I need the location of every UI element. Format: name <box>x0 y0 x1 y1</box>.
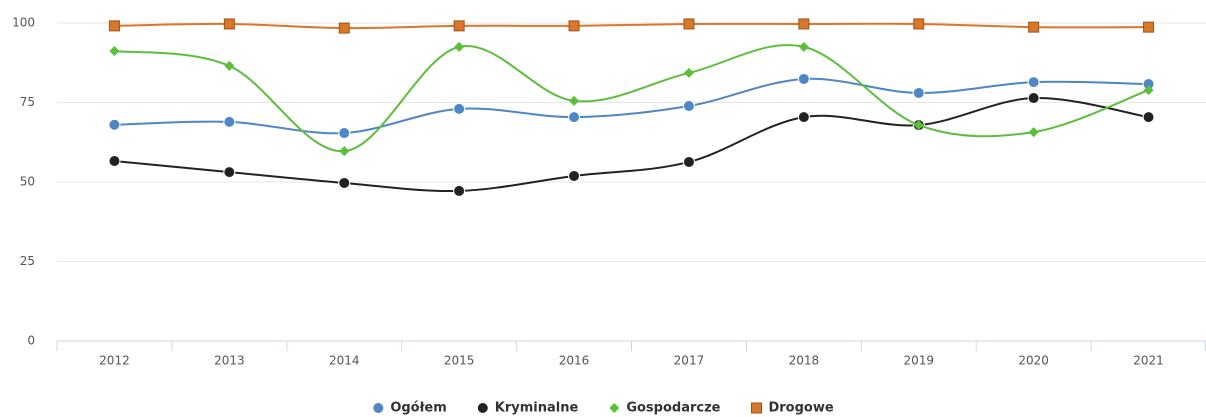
y-tick-label: 100 <box>12 16 35 30</box>
legend-item: Gospodarcze <box>609 401 721 416</box>
point <box>476 402 489 414</box>
legend-label: Gospodarcze <box>626 401 720 416</box>
point <box>372 402 385 414</box>
x-tick-label: 2012 <box>99 354 130 368</box>
point <box>798 41 809 52</box>
y-tick-label: 75 <box>20 95 35 109</box>
series-line <box>114 22 1149 30</box>
point <box>913 18 925 30</box>
y-tick-label: 0 <box>27 334 35 348</box>
point <box>683 67 694 78</box>
x-tick-label: 2017 <box>674 354 705 368</box>
legend: Ogółem Kryminalne Gospodarcze Drogowe <box>372 401 834 416</box>
point <box>108 118 121 131</box>
point <box>1028 127 1039 138</box>
point <box>569 95 580 106</box>
x-tick-label: 2021 <box>1133 354 1164 368</box>
point <box>338 22 350 34</box>
point <box>1028 21 1040 33</box>
series-line <box>114 44 1149 153</box>
y-tick-label: 25 <box>20 254 35 268</box>
point <box>338 176 351 189</box>
point <box>453 184 466 197</box>
x-tick-label: 2019 <box>903 354 934 368</box>
x-tick-label: 2016 <box>559 354 590 368</box>
x-tick-label: 2014 <box>329 354 360 368</box>
point <box>454 41 465 52</box>
point <box>1143 21 1155 33</box>
x-tick-label: 2013 <box>214 354 245 368</box>
point <box>453 20 465 32</box>
point <box>913 120 924 131</box>
point <box>109 45 120 56</box>
point <box>453 102 466 115</box>
x-tick-label: 2020 <box>1018 354 1049 368</box>
point <box>797 111 810 124</box>
point <box>750 402 762 414</box>
series-line <box>114 97 1149 193</box>
point <box>223 18 235 30</box>
point <box>339 146 350 157</box>
point <box>568 111 581 124</box>
legend-item: Kryminalne <box>476 401 579 416</box>
legend-label: Kryminalne <box>495 401 579 416</box>
point <box>108 20 120 32</box>
point <box>568 20 580 32</box>
point <box>224 60 235 71</box>
legend-label: Ogółem <box>390 401 446 416</box>
point <box>1027 92 1040 105</box>
point <box>1027 76 1040 89</box>
point <box>223 166 236 179</box>
point <box>682 155 695 168</box>
point <box>683 18 695 30</box>
legend-label: Drogowe <box>768 401 833 416</box>
point <box>108 155 121 168</box>
point <box>912 86 925 99</box>
legend-item: Ogółem <box>372 401 447 416</box>
point <box>797 72 810 85</box>
series-line <box>114 77 1149 135</box>
point <box>338 127 351 140</box>
legend-item: Drogowe <box>750 401 834 416</box>
point <box>223 115 236 128</box>
point <box>609 403 620 413</box>
point <box>568 169 581 182</box>
x-tick-label: 2015 <box>444 354 475 368</box>
point <box>798 18 810 30</box>
point <box>682 99 695 112</box>
point <box>1142 111 1155 124</box>
x-tick-label: 2018 <box>789 354 820 368</box>
point <box>1143 85 1154 96</box>
y-tick-label: 50 <box>20 175 35 189</box>
